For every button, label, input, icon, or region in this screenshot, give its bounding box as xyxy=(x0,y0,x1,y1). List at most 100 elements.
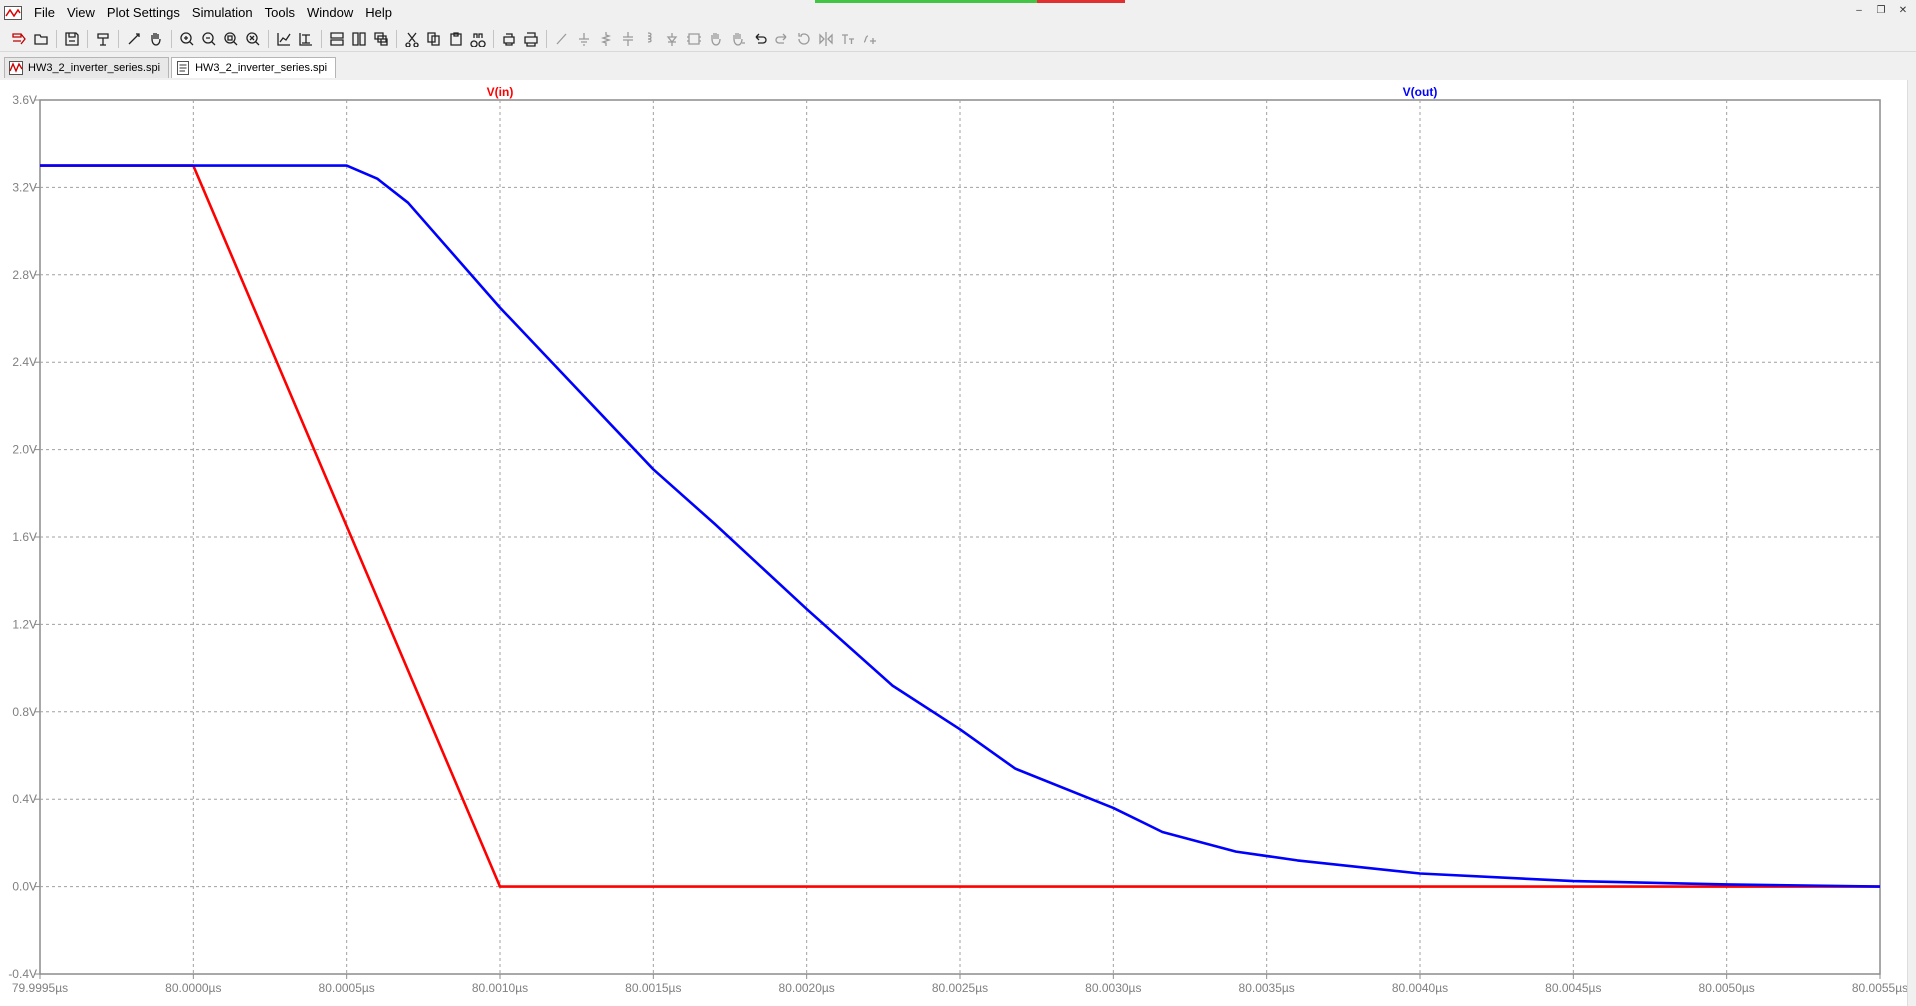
autorange-button[interactable] xyxy=(274,29,294,49)
diode-button[interactable] xyxy=(662,29,682,49)
y-tick-label: -0.4V xyxy=(8,967,37,981)
vertical-scrollbar[interactable] xyxy=(1907,80,1916,1006)
mirror-button[interactable] xyxy=(816,29,836,49)
toolbar-separator xyxy=(268,30,269,48)
y-tick-label: 1.6V xyxy=(12,530,37,544)
run-button[interactable] xyxy=(9,29,29,49)
inductor-button[interactable] xyxy=(640,29,660,49)
redo-button[interactable] xyxy=(772,29,792,49)
component-icon xyxy=(687,33,701,45)
x-tick-label: 80.0005µs xyxy=(319,981,375,995)
mirror-icon xyxy=(819,32,833,46)
menu-window[interactable]: Window xyxy=(306,5,354,20)
open-icon xyxy=(34,34,48,45)
pan-button[interactable] xyxy=(146,29,166,49)
document-tab[interactable]: HW3_2_inverter_series.spi xyxy=(171,57,337,78)
paste-icon xyxy=(450,32,462,46)
y-tick-label: 0.8V xyxy=(12,705,37,719)
undo-button[interactable] xyxy=(750,29,770,49)
menu-bar: File View Plot Settings Simulation Tools Wind… xyxy=(0,0,1916,26)
zoom-cancel-icon xyxy=(246,32,260,46)
accent-red xyxy=(1037,0,1125,3)
trace-label[interactable]: V(in) xyxy=(487,85,514,99)
autorange-y-icon xyxy=(299,33,312,46)
y-tick-label: 0.0V xyxy=(12,880,37,894)
x-tick-label: 80.0030µs xyxy=(1085,981,1141,995)
print-preview-icon xyxy=(503,33,515,46)
toolbar-separator xyxy=(546,30,547,48)
minimize-icon[interactable]: – xyxy=(1856,5,1862,16)
zoom-in-icon xyxy=(180,32,194,46)
tile-horizontal-button[interactable] xyxy=(327,29,347,49)
menu-help[interactable]: Help xyxy=(365,5,392,20)
drag-icon xyxy=(733,33,745,46)
resistor-button[interactable] xyxy=(596,29,616,49)
print-preview-button[interactable] xyxy=(499,29,519,49)
menu-view[interactable]: View xyxy=(66,5,95,20)
spice-directive-button[interactable] xyxy=(860,29,880,49)
toolbar xyxy=(0,27,1916,52)
autorange-y-button[interactable] xyxy=(296,29,316,49)
pan-icon xyxy=(151,33,161,46)
control-panel-button[interactable] xyxy=(93,29,113,49)
toolbar-separator xyxy=(321,30,322,48)
menu-tools[interactable]: Tools xyxy=(264,5,295,20)
accent-green xyxy=(815,0,1037,3)
x-tick-label: 80.0010µs xyxy=(472,981,528,995)
series-line-vout xyxy=(40,164,1881,888)
drag-button[interactable] xyxy=(728,29,748,49)
pick-button[interactable] xyxy=(124,29,144,49)
trace-label[interactable]: V(out) xyxy=(1403,85,1438,99)
ltspice-app-icon[interactable] xyxy=(4,6,22,20)
x-tick-label: 80.0015µs xyxy=(625,981,681,995)
toolbar-separator xyxy=(493,30,494,48)
paste-button[interactable] xyxy=(446,29,466,49)
restore-icon[interactable]: ❐ xyxy=(1876,5,1886,16)
zoom-out-button[interactable] xyxy=(199,29,219,49)
zoom-full-button[interactable] xyxy=(221,29,241,49)
capacitor-button[interactable] xyxy=(618,29,638,49)
waveform-plot[interactable]: 79.9995µs 80.0000µs 80.0005µs 80.0010µs 80.0… xyxy=(0,80,1908,1006)
menu-simulation[interactable]: Simulation xyxy=(191,5,253,20)
menu-plot-settings[interactable]: Plot Settings xyxy=(106,5,180,20)
cut-button[interactable] xyxy=(402,29,422,49)
cut-icon xyxy=(405,32,419,47)
find-icon xyxy=(470,33,486,47)
copy-button[interactable] xyxy=(424,29,444,49)
redo-icon xyxy=(775,33,787,44)
tile-vertical-button[interactable] xyxy=(349,29,369,49)
rotate-button[interactable] xyxy=(794,29,814,49)
print-button[interactable] xyxy=(521,29,541,49)
component-button[interactable] xyxy=(684,29,704,49)
cascade-button[interactable] xyxy=(371,29,391,49)
zoom-cancel-button[interactable] xyxy=(243,29,263,49)
run-icon xyxy=(12,33,26,45)
open-button[interactable] xyxy=(31,29,51,49)
document-tab-label: HW3_2_inverter_series.spi xyxy=(195,62,328,74)
y-tick-label: 1.2V xyxy=(12,617,37,631)
y-tick-label: 2.0V xyxy=(12,443,37,457)
x-tick-label: 80.0000µs xyxy=(165,981,221,995)
netlist-icon xyxy=(177,61,190,75)
zoom-in-button[interactable] xyxy=(177,29,197,49)
x-tick-label: 80.0050µs xyxy=(1699,981,1755,995)
document-tab[interactable]: HW3_2_inverter_series.spi xyxy=(4,57,170,78)
wire-button[interactable] xyxy=(552,29,572,49)
y-tick-label: 2.8V xyxy=(12,268,37,282)
y-tick-label: 3.2V xyxy=(12,180,37,194)
waveform-viewer[interactable]: 79.9995µs 80.0000µs 80.0005µs 80.0010µs 80.0… xyxy=(0,80,1916,1006)
move-button[interactable] xyxy=(706,29,726,49)
move-icon xyxy=(711,33,721,46)
waveform-icon xyxy=(9,61,23,75)
close-icon[interactable]: ✕ xyxy=(1898,5,1908,16)
window-accent-bar xyxy=(815,0,1125,3)
text-button[interactable] xyxy=(838,29,858,49)
ground-button[interactable] xyxy=(574,29,594,49)
save-button[interactable] xyxy=(62,29,82,49)
find-button[interactable] xyxy=(468,29,488,49)
text-icon xyxy=(842,34,854,44)
toolbar-separator xyxy=(56,30,57,48)
inductor-icon xyxy=(647,32,652,43)
menu-file[interactable]: File xyxy=(34,5,55,20)
capacitor-icon xyxy=(623,32,633,46)
